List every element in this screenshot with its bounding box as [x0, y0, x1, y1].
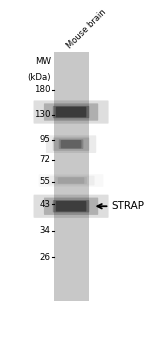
FancyBboxPatch shape	[56, 107, 86, 117]
Text: 26: 26	[39, 253, 50, 262]
FancyBboxPatch shape	[34, 195, 109, 218]
FancyBboxPatch shape	[46, 135, 96, 153]
Text: 72: 72	[39, 155, 50, 164]
FancyBboxPatch shape	[56, 201, 86, 212]
Text: 95: 95	[39, 135, 50, 144]
Bar	[54, 52, 88, 301]
FancyBboxPatch shape	[59, 139, 83, 149]
FancyBboxPatch shape	[34, 101, 109, 124]
FancyBboxPatch shape	[55, 177, 87, 184]
Text: 130: 130	[34, 110, 50, 119]
FancyBboxPatch shape	[53, 138, 89, 151]
Text: MW: MW	[35, 57, 51, 66]
Text: 43: 43	[39, 200, 50, 209]
FancyBboxPatch shape	[61, 140, 81, 148]
Text: 55: 55	[39, 178, 50, 187]
FancyBboxPatch shape	[53, 200, 89, 212]
Text: (kDa): (kDa)	[27, 73, 51, 82]
Text: 34: 34	[39, 227, 50, 235]
FancyBboxPatch shape	[53, 106, 89, 118]
Text: Mouse brain: Mouse brain	[65, 8, 108, 50]
Text: STRAP: STRAP	[112, 201, 145, 211]
FancyBboxPatch shape	[58, 177, 84, 184]
Text: 180: 180	[34, 85, 50, 94]
FancyBboxPatch shape	[44, 197, 98, 215]
FancyBboxPatch shape	[44, 103, 98, 121]
